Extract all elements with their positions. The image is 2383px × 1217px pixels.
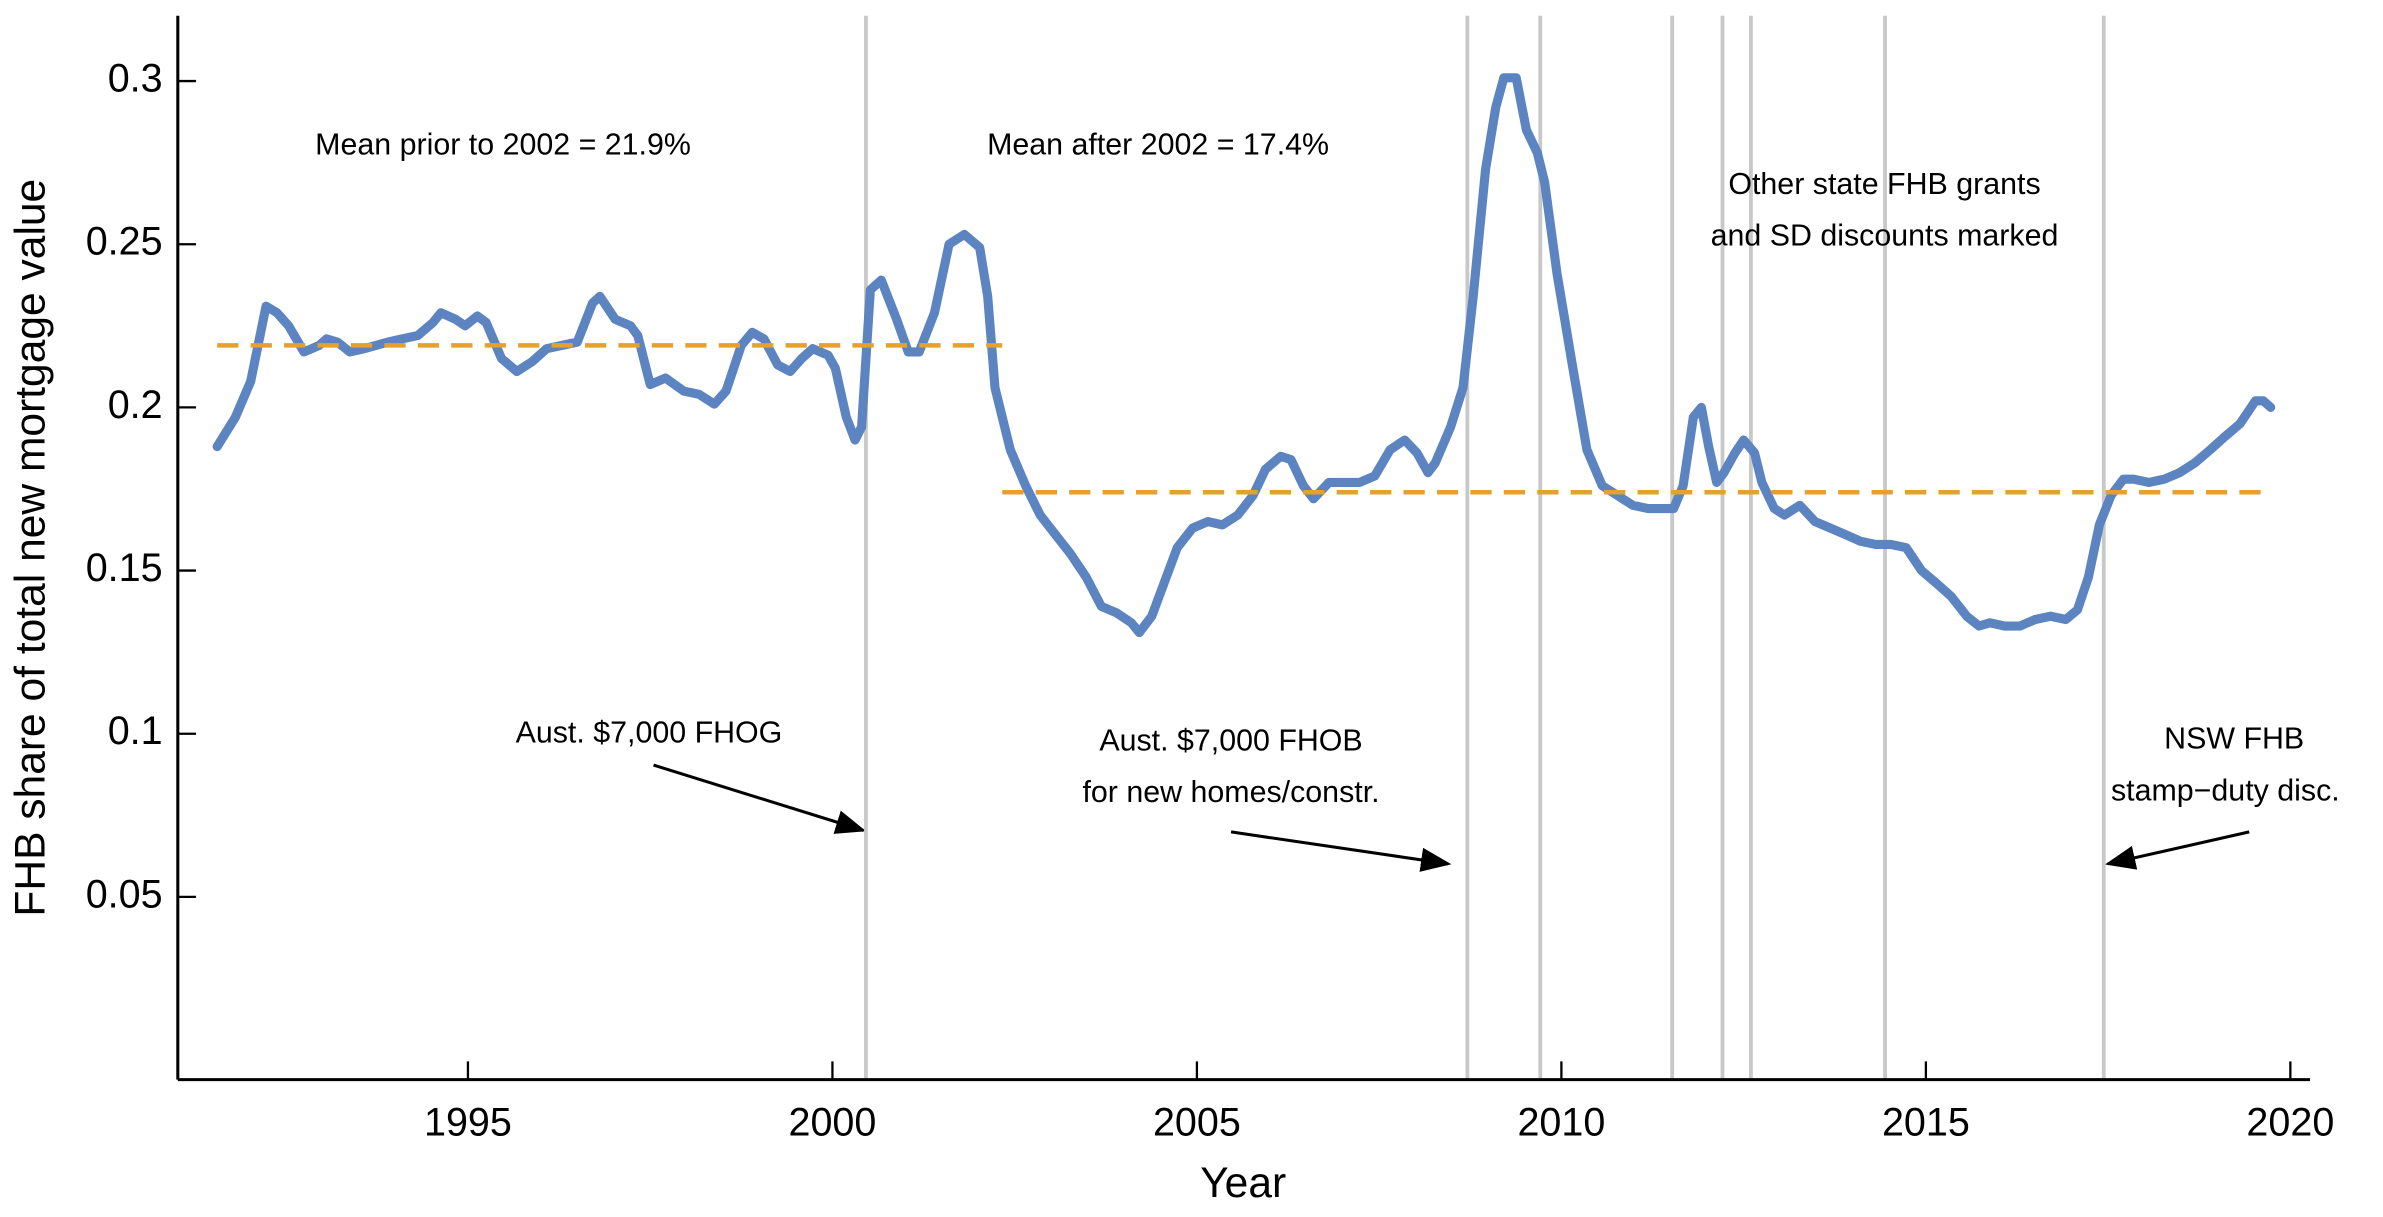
annotation: Mean after 2002 = 17.4%: [987, 128, 1329, 162]
annotation: for new homes/constr.: [1082, 775, 1379, 809]
y-axis-label: FHB share of total new mortgage value: [7, 179, 55, 917]
annotation: Other state FHB grants: [1728, 167, 2040, 201]
y-tick-label: 0.2: [108, 383, 163, 427]
x-tick-label: 2015: [1882, 1101, 1970, 1145]
series-line: [212, 73, 2276, 638]
x-axis-label: Year: [1200, 1159, 1286, 1207]
arrow: [1230, 830, 1452, 872]
y-tick-label: 0.25: [86, 220, 163, 264]
y-tick-label: 0.05: [86, 872, 163, 916]
annotation: and SD discounts marked: [1711, 219, 2059, 253]
x-tick-label: 2005: [1153, 1101, 1241, 1145]
arrow: [653, 763, 867, 834]
x-tick-label: 2020: [2246, 1101, 2334, 1145]
x-tick-label: 1995: [424, 1101, 512, 1145]
annotation: stamp−duty disc.: [2111, 773, 2340, 807]
y-tick-label: 0.3: [108, 56, 163, 100]
x-tick-label: 2010: [1517, 1101, 1605, 1145]
arrows: [653, 763, 2250, 872]
x-tick-label: 2000: [788, 1101, 876, 1145]
y-tick-label: 0.15: [86, 546, 163, 590]
y-tick-label: 0.1: [108, 709, 163, 753]
annotation: Aust. $7,000 FHOG: [516, 716, 783, 750]
arrow: [2104, 830, 2250, 870]
annotation: NSW FHB: [2164, 722, 2304, 756]
annotation: Aust. $7,000 FHOB: [1099, 723, 1362, 757]
annotation: Mean prior to 2002 = 21.9%: [315, 128, 691, 162]
